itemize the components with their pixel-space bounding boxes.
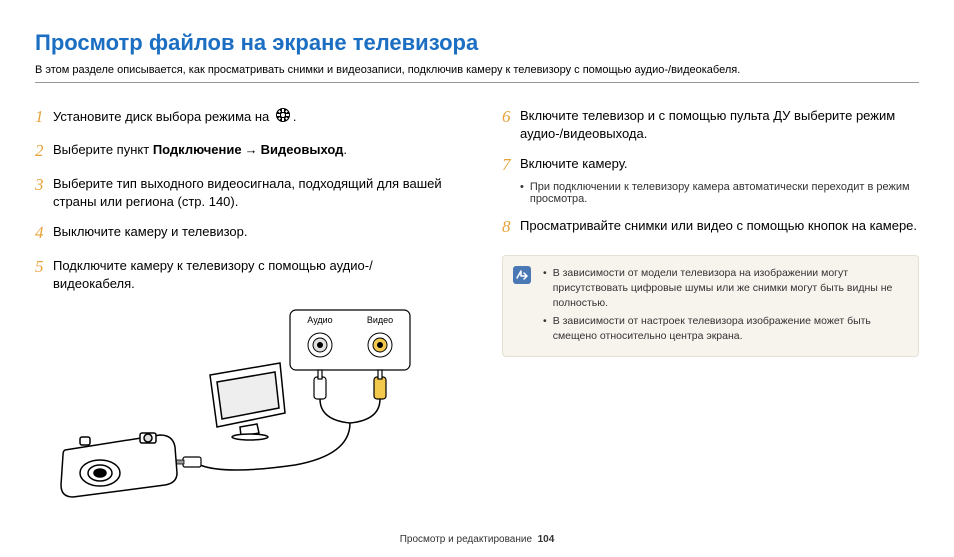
sub-bullet: При подключении к телевизору камера авто…	[520, 181, 919, 205]
step-4: 4 Выключите камеру и телевизор.	[35, 221, 452, 245]
left-column: 1 Установите диск выбора режима на . 2 В…	[35, 105, 452, 510]
arrow-icon: →	[245, 142, 258, 157]
note-item: В зависимости от модели телевизора на из…	[543, 266, 906, 312]
step-7: 7 Включите камеру.	[502, 153, 919, 177]
step-body: Включите телевизор и с помощью пульта ДУ…	[520, 105, 919, 143]
step-6: 6 Включите телевизор и с помощью пульта …	[502, 105, 919, 143]
gear-icon	[275, 107, 291, 128]
step-body: Подключите камеру к телевизору с помощью…	[53, 255, 452, 293]
step-text: Установите диск выбора режима на	[53, 109, 273, 124]
step-8: 8 Просматривайте снимки или видео с помо…	[502, 215, 919, 239]
content-columns: 1 Установите диск выбора режима на . 2 В…	[35, 105, 919, 510]
step-suffix: .	[293, 109, 297, 124]
right-column: 6 Включите телевизор и с помощью пульта …	[502, 105, 919, 510]
step-text: Выберите пункт	[53, 142, 153, 157]
connection-diagram: Аудио Видео	[45, 305, 452, 510]
video-label: Видео	[367, 315, 393, 325]
step-3: 3 Выберите тип выходного видеосигнала, п…	[35, 173, 452, 211]
step-body: Выберите тип выходного видеосигнала, под…	[53, 173, 452, 211]
step-5: 5 Подключите камеру к телевизору с помощ…	[35, 255, 452, 293]
step-number: 1	[35, 105, 53, 129]
step-1: 1 Установите диск выбора режима на .	[35, 105, 452, 129]
intro-text: В этом разделе описывается, как просматр…	[35, 64, 919, 83]
step-number: 7	[502, 153, 520, 177]
step-number: 2	[35, 139, 53, 163]
note-icon	[513, 266, 531, 289]
step-number: 3	[35, 173, 53, 197]
bold-text: Подключение	[153, 142, 242, 157]
note-item: В зависимости от настроек телевизора изо…	[543, 314, 906, 344]
step-number: 8	[502, 215, 520, 239]
footer-page-number: 104	[538, 534, 555, 545]
step-suffix: .	[343, 142, 347, 157]
step-body: Установите диск выбора режима на .	[53, 105, 452, 128]
step-body: Выберите пункт Подключение→Видеовыход.	[53, 139, 452, 159]
note-box: В зависимости от модели телевизора на из…	[502, 255, 919, 357]
step-number: 6	[502, 105, 520, 129]
step-number: 4	[35, 221, 53, 245]
step-body: Просматривайте снимки или видео с помощь…	[520, 215, 919, 235]
step-body: Выключите камеру и телевизор.	[53, 221, 452, 241]
bold-text: Видеовыход	[261, 142, 344, 157]
step-body: Включите камеру.	[520, 153, 919, 173]
step-2: 2 Выберите пункт Подключение→Видеовыход.	[35, 139, 452, 163]
page-title: Просмотр файлов на экране телевизора	[35, 30, 919, 56]
footer-section: Просмотр и редактирование	[400, 534, 532, 545]
page-footer: Просмотр и редактирование 104	[0, 534, 954, 545]
step-number: 5	[35, 255, 53, 279]
audio-label: Аудио	[307, 315, 332, 325]
